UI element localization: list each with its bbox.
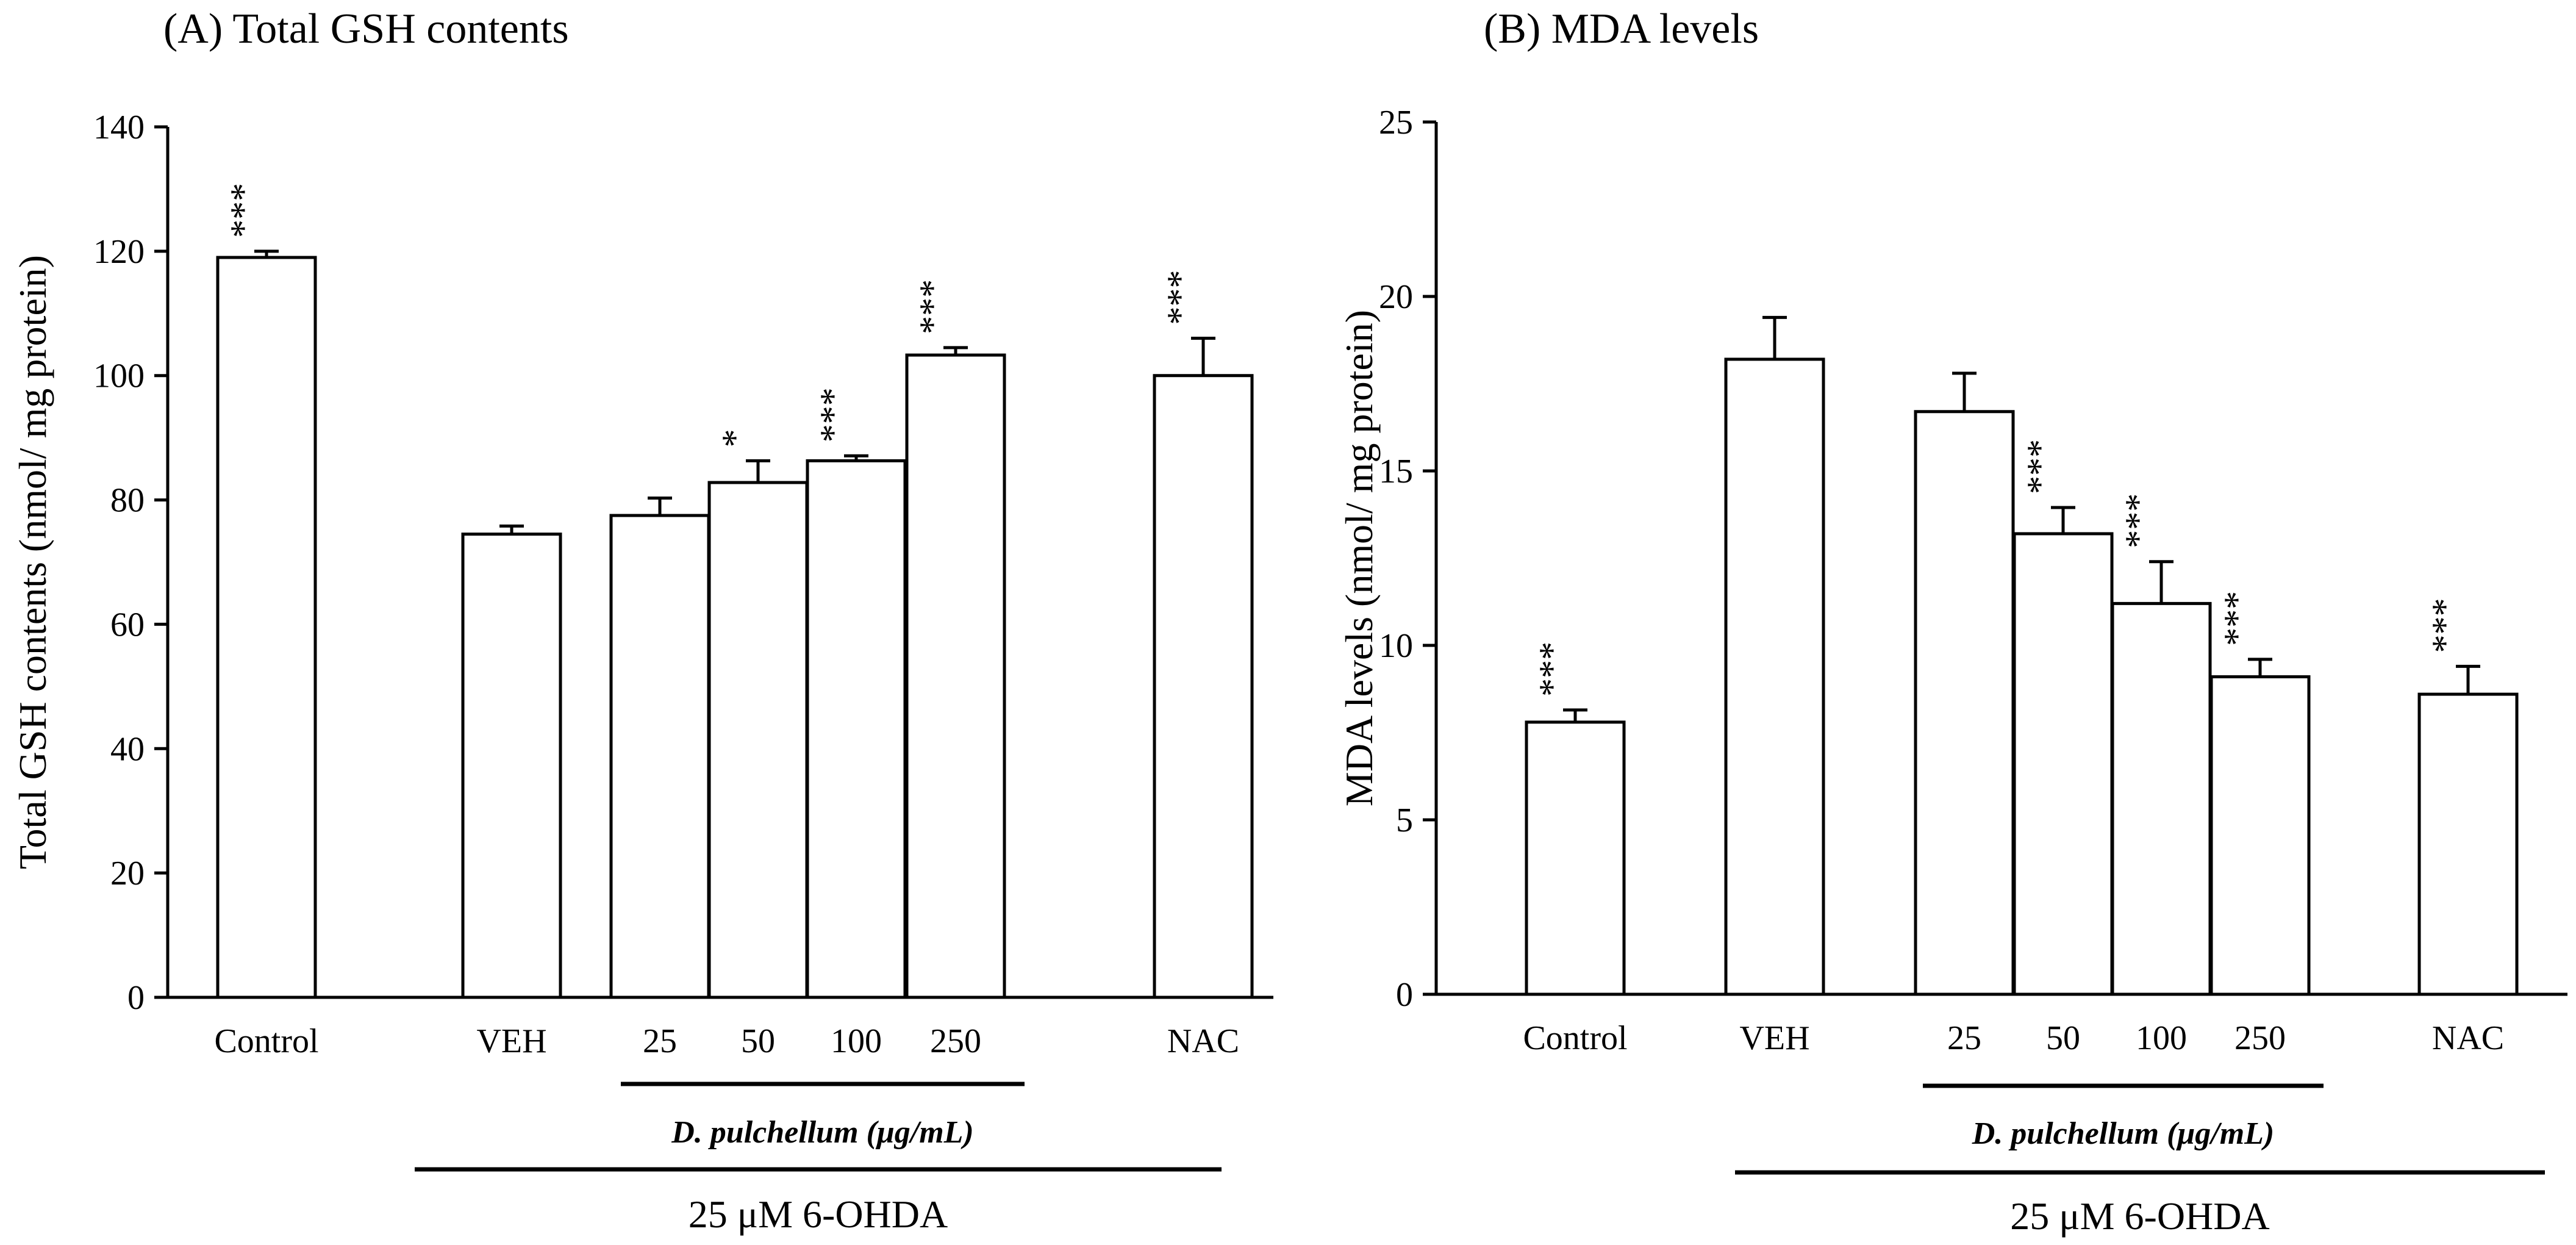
bar-50 xyxy=(2012,532,2114,996)
bar-50 xyxy=(707,481,809,999)
group-label: D. pulchellum (μg/mL) xyxy=(1972,1116,2274,1151)
y-tick-label: 20 xyxy=(1379,278,1413,316)
y-tick-label: 15 xyxy=(1379,453,1413,490)
y-tick-label: 60 xyxy=(110,606,145,644)
y-tick-label: 0 xyxy=(1396,976,1413,1014)
y-axis-label: Total GSH contents (nmol/ mg protein) xyxy=(11,255,54,869)
y-tick-label: 100 xyxy=(93,357,145,395)
bar-veh xyxy=(1724,357,1825,996)
x-tick-label: 250 xyxy=(2234,1019,2286,1057)
y-tick-label: 5 xyxy=(1396,802,1413,839)
significance-marker: *** xyxy=(223,183,263,238)
y-tick-label: 25 xyxy=(1379,104,1413,142)
bar-250 xyxy=(905,353,1006,999)
x-tick-label: NAC xyxy=(1167,1022,1239,1060)
chart-title: (B) MDA levels xyxy=(1484,5,1759,52)
y-tick-label: 40 xyxy=(110,730,145,768)
bar-control xyxy=(216,256,317,999)
x-tick-label: VEH xyxy=(476,1022,546,1060)
x-tick-label: 50 xyxy=(741,1022,775,1060)
bar-nac xyxy=(1153,374,1254,999)
group-label: D. pulchellum (μg/mL) xyxy=(671,1115,973,1150)
panel-b-mda: (B) MDA levels 0 5 10 15 20 25 MDA levels (nmol… xyxy=(1337,5,2567,1238)
significance-marker: *** xyxy=(813,387,853,442)
x-tick-label: 25 xyxy=(1947,1019,1981,1057)
x-tick-label: NAC xyxy=(2432,1019,2504,1057)
bar-250 xyxy=(2209,675,2311,996)
bar-25 xyxy=(609,514,710,999)
y-tick-label: 0 xyxy=(127,979,145,1017)
bar-veh xyxy=(461,533,562,999)
significance-marker: *** xyxy=(2425,598,2465,653)
bar-100 xyxy=(2111,601,2212,996)
x-tick-label: 250 xyxy=(930,1022,981,1060)
significance-marker: *** xyxy=(1532,642,1572,697)
bar-nac xyxy=(2417,692,2519,996)
y-tick-label: 10 xyxy=(1379,627,1413,665)
significance-marker: *** xyxy=(2118,493,2158,548)
x-tick-label: Control xyxy=(1523,1019,1627,1057)
y-tick-label: 120 xyxy=(93,233,145,271)
significance-marker: *** xyxy=(2020,439,2060,494)
significance-marker: *** xyxy=(1160,270,1200,325)
significance-marker: *** xyxy=(2217,591,2257,646)
y-tick-label: 80 xyxy=(110,482,145,520)
significance-marker: * xyxy=(715,429,755,447)
treatment-label: 25 μM 6-OHDA xyxy=(2010,1194,2269,1238)
x-tick-label: 100 xyxy=(831,1022,882,1060)
bar-100 xyxy=(806,459,907,999)
x-tick-label: 50 xyxy=(2046,1019,2080,1057)
significance-marker: *** xyxy=(912,279,953,334)
bar-control xyxy=(1525,720,1626,996)
bar-25 xyxy=(1914,410,2015,996)
chart-title: (A) Total GSH contents xyxy=(163,5,569,52)
panel-a-gsh: (A) Total GSH contents 0 20 40 60 80 100 120 140… xyxy=(11,5,1273,1236)
y-axis-label: MDA levels (nmol/ mg protein) xyxy=(1337,310,1381,806)
y-tick-label: 140 xyxy=(93,109,145,146)
x-tick-label: Control xyxy=(214,1022,318,1060)
treatment-label: 25 μM 6-OHDA xyxy=(689,1193,948,1236)
x-tick-label: 100 xyxy=(2136,1019,2187,1057)
x-tick-label: 25 xyxy=(643,1022,677,1060)
x-tick-label: VEH xyxy=(1739,1019,1809,1057)
y-tick-label: 20 xyxy=(110,855,145,892)
